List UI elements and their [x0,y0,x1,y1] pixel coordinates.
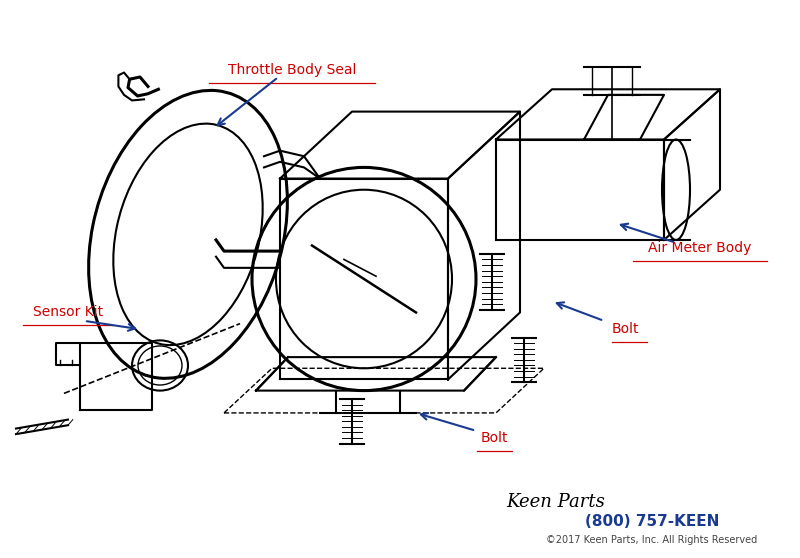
Text: (800) 757-KEEN: (800) 757-KEEN [585,514,719,529]
Text: Throttle Body Seal: Throttle Body Seal [228,62,356,77]
Text: Bolt: Bolt [481,431,508,445]
Text: Sensor Kit: Sensor Kit [33,305,103,320]
Text: ©2017 Keen Parts, Inc. All Rights Reserved: ©2017 Keen Parts, Inc. All Rights Reserv… [546,535,758,545]
Text: Air Meter Body: Air Meter Body [648,241,752,256]
Text: Bolt: Bolt [612,322,639,336]
Text: Keen Parts: Keen Parts [506,493,606,511]
